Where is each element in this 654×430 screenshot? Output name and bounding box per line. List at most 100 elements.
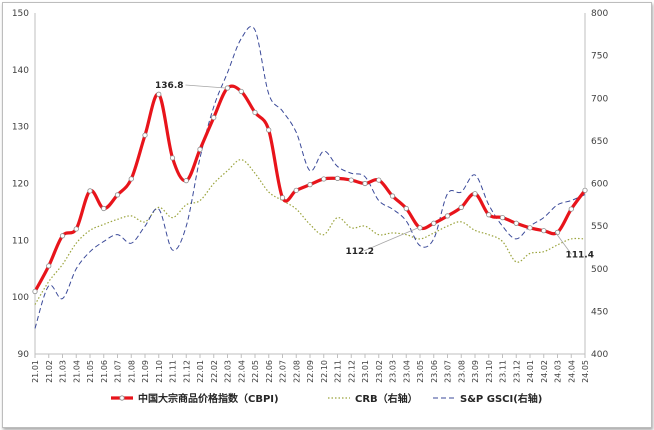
- series-line-1: [34, 159, 586, 305]
- legend-label-0: 中国大宗商品价格指数（CBPI): [138, 392, 279, 405]
- annotations: 136.8 112.2 111.4: [155, 81, 594, 260]
- x-tick-label: 21.05: [86, 360, 95, 383]
- data-point-marker: [128, 176, 134, 182]
- series-line-2: [34, 25, 586, 329]
- y-right-tick-label: 600: [591, 180, 608, 190]
- y-right-tick-label: 400: [591, 350, 608, 360]
- data-point-marker: [59, 233, 66, 239]
- x-tick-label: 21.07: [114, 360, 123, 383]
- data-point-marker: [321, 176, 327, 182]
- y-left-tick-label: 140: [12, 66, 29, 76]
- y-left-tick-label: 100: [12, 293, 29, 303]
- x-tick-label: 23.09: [471, 360, 480, 383]
- x-tick-label: 24.02: [540, 360, 549, 383]
- data-point-marker: [486, 212, 492, 218]
- x-tick-label: 23.12: [512, 360, 521, 383]
- legend-marker: [119, 395, 125, 401]
- x-tick-label: 21.12: [182, 360, 191, 383]
- x-tick-label: 22.09: [306, 360, 315, 383]
- y-left-tick-label: 120: [12, 180, 29, 190]
- data-point-marker: [444, 213, 451, 219]
- x-tick-label: 22.01: [196, 360, 205, 383]
- x-tick-label: 24.04: [567, 360, 576, 383]
- data-point-marker: [527, 225, 533, 231]
- x-tick-label: 22.12: [347, 360, 356, 383]
- x-tick-label: 24.03: [554, 360, 563, 383]
- x-tick-label: 22.05: [251, 360, 260, 383]
- annotation-leader-line: [555, 232, 572, 255]
- x-tick-label: 23.11: [499, 360, 508, 383]
- legend-label-2: S&P GSCI(右轴): [460, 392, 542, 405]
- y-right-tick-label: 650: [591, 137, 608, 147]
- x-tick-label: 21.02: [45, 360, 54, 383]
- x-tick-label: 23.01: [361, 360, 370, 383]
- y-left-tick-label: 150: [12, 9, 29, 19]
- data-point-marker: [568, 206, 574, 212]
- legend-label-1: CRB（右轴）: [355, 392, 418, 405]
- annotation-leader-line: [363, 227, 419, 252]
- y-right-tick-label: 450: [591, 307, 608, 317]
- data-point-marker: [376, 177, 382, 183]
- x-tick-label: 21.03: [59, 360, 68, 383]
- x-tick-label: 21.09: [141, 360, 150, 383]
- data-point-marker: [472, 191, 478, 197]
- y-left-tick-label: 110: [12, 236, 29, 246]
- x-tick-label: 22.03: [224, 360, 233, 383]
- legend: 中国大宗商品价格指数（CBPI) CRB（右轴） S&P GSCI(右轴): [111, 392, 542, 405]
- data-point-marker: [431, 220, 437, 226]
- x-tick-label: 22.06: [265, 360, 274, 383]
- annotation-leader-line: [185, 84, 226, 89]
- x-tick-label: 24.01: [526, 360, 535, 383]
- y-right-tick-label: 550: [591, 222, 608, 232]
- data-point-marker: [238, 88, 244, 95]
- annotation-label: 111.4: [566, 250, 594, 260]
- data-point-marker: [279, 195, 286, 201]
- series-lines: [32, 25, 588, 329]
- data-point-marker: [101, 205, 107, 212]
- annotation-label: 136.8: [155, 81, 183, 91]
- data-point-marker: [334, 175, 341, 181]
- data-point-marker: [403, 205, 409, 212]
- data-point-marker: [169, 155, 176, 161]
- y-right-tick-label: 750: [591, 52, 608, 62]
- data-point-marker: [362, 180, 368, 187]
- x-tick-label: 23.08: [457, 360, 466, 383]
- x-tick-label: 21.11: [169, 360, 178, 383]
- data-point-marker: [307, 182, 313, 188]
- x-tick-label: 23.02: [375, 360, 384, 383]
- x-tick-label: 21.06: [100, 360, 109, 383]
- y-right-tick-label: 700: [591, 94, 608, 104]
- data-point-marker: [389, 193, 396, 199]
- series-line-0: [33, 84, 587, 293]
- x-tick-label: 23.10: [485, 360, 494, 383]
- x-tick-label: 22.10: [320, 360, 329, 383]
- data-point-marker: [252, 109, 258, 116]
- data-point-marker: [73, 226, 79, 232]
- x-tick-label: 21.10: [155, 360, 164, 383]
- data-point-marker: [142, 132, 148, 138]
- x-tick-label: 23.07: [444, 360, 453, 383]
- annotation-label: 112.2: [346, 247, 374, 257]
- x-tick-label: 22.02: [210, 360, 219, 383]
- data-point-marker: [541, 228, 547, 234]
- x-tick-label: 21.08: [127, 360, 136, 383]
- data-point-marker: [183, 178, 189, 184]
- data-point-marker: [348, 177, 354, 183]
- data-point-marker: [417, 225, 423, 231]
- y-right-tick-label: 500: [591, 265, 608, 275]
- axes: 90 100 110 120 130 140 150 400 450 500 550 600 650 70…: [12, 9, 609, 383]
- data-point-marker: [211, 114, 217, 121]
- x-tick-label: 22.04: [237, 360, 246, 383]
- data-point-marker: [197, 146, 203, 152]
- x-tick-label: 21.01: [31, 360, 40, 383]
- x-tick-label: 21.04: [72, 360, 81, 383]
- y-left-tick-label: 130: [12, 123, 29, 133]
- data-point-marker: [114, 192, 121, 198]
- data-point-marker: [46, 263, 52, 269]
- data-point-marker: [87, 188, 93, 194]
- data-point-marker: [513, 220, 519, 226]
- data-point-marker: [293, 187, 299, 193]
- x-tick-label: 22.11: [334, 360, 343, 383]
- y-right-tick-label: 800: [591, 9, 608, 19]
